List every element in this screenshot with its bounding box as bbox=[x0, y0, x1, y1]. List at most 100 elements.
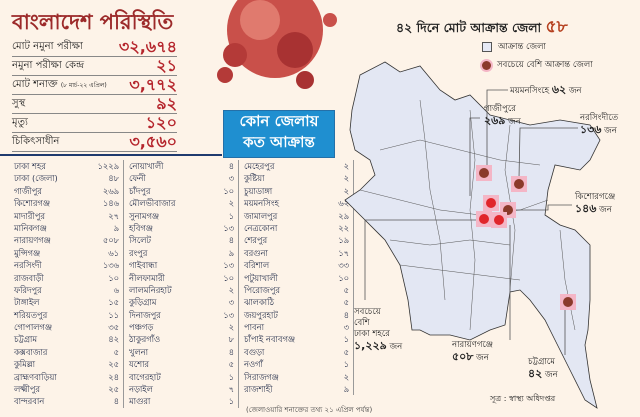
district-name: শেরপুর bbox=[244, 235, 268, 246]
table-row: চাঁদপুর ১০ bbox=[129, 185, 234, 197]
callout-unit: জন bbox=[508, 117, 521, 127]
district-name: নওগাঁ bbox=[244, 359, 263, 370]
heading-line: কোন জেলায় bbox=[239, 112, 319, 130]
case-count: ২ bbox=[228, 198, 234, 209]
case-count: ৬১ bbox=[108, 247, 119, 258]
table-row: পটুয়াখালী ১০ bbox=[244, 272, 349, 284]
callout-label: কিশোরগঞ্জে bbox=[575, 192, 616, 202]
table-row: নরসিংদী ১৩৬ bbox=[14, 259, 119, 271]
district-name: মুন্সিগঞ্জ bbox=[14, 247, 41, 258]
case-count: ১৩ bbox=[223, 222, 234, 233]
table-row: ফরিদপুর ৬ bbox=[14, 284, 119, 296]
table-row: পাবনা ৩ bbox=[244, 321, 349, 333]
table-row: জয়পুরহাট ৪ bbox=[244, 309, 349, 321]
case-count: ৩ bbox=[343, 322, 349, 333]
district-name: কুড়িগ্রাম bbox=[129, 297, 157, 308]
callout-unit: জন bbox=[476, 353, 489, 363]
case-count: ৫ bbox=[113, 346, 119, 357]
stat-label: মৃত্যু bbox=[12, 117, 28, 128]
hotspot-dot bbox=[494, 215, 504, 225]
case-count: ৩৫ bbox=[108, 322, 119, 333]
district-name: রাজবাড়ী bbox=[14, 272, 44, 283]
callout-label: ময়মনসিংহে bbox=[510, 86, 550, 96]
callout-unit: জন bbox=[389, 342, 403, 352]
case-count: ২ bbox=[228, 284, 234, 295]
district-name: মানিকগঞ্জ bbox=[14, 222, 47, 233]
district-heading: কোন জেলায় কত আক্রান্ত bbox=[223, 110, 335, 158]
case-count: ৫ bbox=[228, 359, 234, 370]
table-row: মৌলভীবাজার ২ bbox=[129, 197, 234, 209]
table-row: গোপালগঞ্জ ৩৫ bbox=[14, 321, 119, 333]
case-count: ১০ bbox=[223, 185, 234, 196]
case-count: ১ bbox=[343, 334, 349, 345]
district-name: মৌলভীবাজার bbox=[129, 198, 176, 209]
case-count: ৬ bbox=[113, 284, 119, 295]
table-row: শরিয়তপুর ১১ bbox=[14, 309, 119, 321]
district-name: পটুয়াখালী bbox=[244, 272, 278, 283]
district-name: লালমনিরহাট bbox=[129, 284, 172, 295]
stat-row: মৃত্যু ১২০ bbox=[12, 114, 177, 133]
district-name: নীলফামারী bbox=[129, 272, 165, 283]
case-count: ১০ bbox=[338, 272, 349, 283]
district-name: চুয়াডাঙ্গা bbox=[244, 185, 273, 196]
stat-row: মোট শনাক্ত (৮ মার্চ-২২ এপ্রিল) ৩,৭৭২ bbox=[12, 76, 177, 95]
case-count: ১৪৬ bbox=[102, 198, 119, 209]
table-row: মেহেরপুর ২ bbox=[244, 160, 349, 172]
case-count: ৬২ bbox=[338, 198, 349, 209]
case-count: ১ bbox=[228, 210, 234, 221]
table-row: সুনামগঞ্জ ১ bbox=[129, 210, 234, 222]
district-column: নোয়াখালী ৪ ফেনী ৩ চাঁদপুর ১০ মৌলভীবাজার ২ সুনাম… bbox=[129, 160, 239, 408]
district-name: চাঁপাই নবাবগঞ্জ bbox=[244, 334, 295, 345]
district-name: সুনামগঞ্জ bbox=[129, 210, 159, 221]
case-count: ১৭ bbox=[338, 247, 349, 258]
footnote: (জেলাওয়ারি শনাক্তের তথ্য ২১ এপ্রিল পর্য… bbox=[246, 406, 373, 414]
table-row: রাজবাড়ী ১০ bbox=[14, 272, 119, 284]
callout-unit: জন bbox=[568, 86, 582, 96]
district-name: নড়াইল bbox=[129, 384, 153, 395]
stat-row: মোট নমুনা পরীক্ষা ৩২,৬৭৪ bbox=[12, 38, 177, 57]
legend-affected: আক্রান্ত জেলা bbox=[482, 40, 546, 54]
callout-label: বেশি bbox=[354, 318, 370, 328]
hotspot-dot bbox=[479, 168, 489, 178]
callout-kishoreganj: কিশোরগঞ্জে ১৪৬ জন bbox=[575, 192, 615, 216]
district-name: জামালপুর bbox=[244, 210, 278, 221]
table-row: পঞ্চগড় ২ bbox=[129, 321, 234, 333]
district-name: জয়পুরহাট bbox=[244, 309, 278, 320]
table-row: জামালপুর ২৯ bbox=[244, 210, 349, 222]
table-row: রংপুর ৯ bbox=[129, 247, 234, 259]
case-count: ৫ bbox=[343, 284, 349, 295]
case-count: ৪ bbox=[113, 396, 119, 407]
case-count: ২ bbox=[228, 322, 234, 333]
district-name: রাজশাহী bbox=[244, 384, 273, 395]
stat-label: মোট শনাক্ত (৮ মার্চ-২২ এপ্রিল) bbox=[12, 79, 107, 90]
table-row: গাজীপুর ২৬৯ bbox=[14, 185, 119, 197]
case-count: ১১ bbox=[108, 309, 119, 320]
district-name: কুষ্টিয়া bbox=[244, 173, 265, 184]
case-count: ৩৩ bbox=[338, 260, 349, 271]
table-row: বাগেরহাট ১ bbox=[129, 371, 234, 383]
district-name: কুমিল্লা bbox=[14, 359, 36, 370]
stat-label: চিকিৎসাধীন bbox=[12, 136, 60, 147]
table-row: সিরাজগঞ্জ ২ bbox=[244, 371, 349, 383]
case-count: ৪ bbox=[228, 235, 234, 246]
table-row: নড়াইল ৭ bbox=[129, 383, 234, 395]
district-name: কক্সবাজার bbox=[14, 346, 48, 357]
case-count: ৯ bbox=[113, 222, 119, 233]
case-count: ৮ bbox=[228, 334, 234, 345]
case-count: ৪ bbox=[228, 161, 234, 171]
case-count: ২৯ bbox=[338, 210, 349, 221]
table-row: কুড়িগ্রাম ৩ bbox=[129, 296, 234, 308]
table-row: হবিগঞ্জ ১৩ bbox=[129, 222, 234, 234]
case-count: ৩ bbox=[228, 297, 234, 308]
case-count: ৪২ bbox=[108, 334, 119, 345]
case-count: ১৯ bbox=[338, 235, 349, 246]
table-row: মাদারীপুর ২৭ bbox=[14, 210, 119, 222]
stat-value: ২১ bbox=[156, 56, 177, 75]
district-name: বরগুনা bbox=[244, 247, 268, 258]
callout-label: সবচেয়ে bbox=[354, 307, 381, 317]
callout-label: নরসিংদীতে bbox=[580, 113, 619, 123]
district-name: নরসিংদী bbox=[14, 260, 42, 271]
callout-value: ২৬৯ bbox=[484, 114, 506, 127]
callout-value: ১৩৬ bbox=[580, 123, 602, 136]
